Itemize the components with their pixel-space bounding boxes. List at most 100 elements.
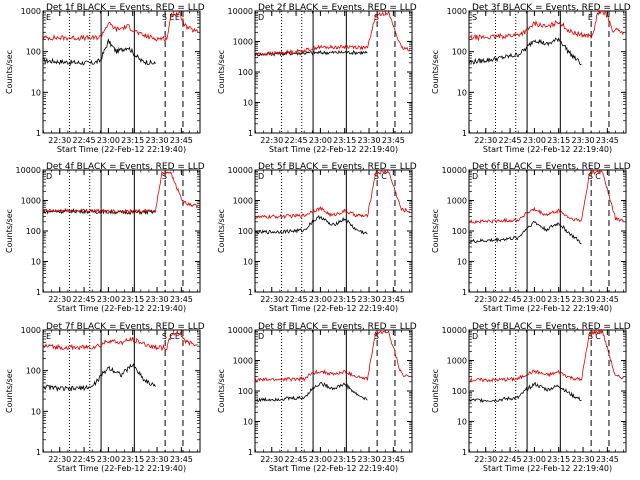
lld-series-line: [43, 329, 198, 352]
y-tick-label: 10000: [442, 166, 467, 175]
x-axis-label: Start Time (22-Feb-12 22:19:40): [269, 464, 398, 473]
annotation-letter: S: [374, 13, 379, 22]
panel-title: Det 6f BLACK = Events, RED = LLD: [472, 162, 631, 172]
plot-frame: [468, 10, 627, 134]
y-tick-label: 1: [248, 129, 253, 138]
y-tick-label: 10: [31, 88, 41, 97]
y-tick-label: 100: [238, 387, 253, 396]
y-tick-label: 1000: [447, 7, 467, 16]
x-tick-label: 23:30: [572, 136, 595, 145]
annotation-letter: S: [162, 13, 167, 22]
x-tick-label: 23:45: [596, 136, 619, 145]
x-tick-label: 23:45: [382, 136, 405, 145]
x-tick-label: 22:45: [285, 455, 308, 464]
panel-2: Det 2f BLACK = Events, RED = LLD 1 10 100 10…: [217, 3, 417, 154]
x-tick-label: 22:45: [499, 295, 522, 304]
x-tick-label: 23:15: [121, 295, 144, 304]
y-tick-label: 1000: [233, 38, 253, 47]
annotation-letter: S: [162, 172, 167, 181]
x-tick-label: 23:00: [97, 136, 120, 145]
x-axis-label: Start Time (22-Feb-12 22:19:40): [57, 464, 186, 473]
panel-title: Det 4f BLACK = Events, RED = LLD: [46, 162, 205, 172]
x-tick-label: 23:15: [333, 455, 356, 464]
panel-5: Det 5f BLACK = Events, RED = LLD 1 10 100 10…: [217, 162, 417, 313]
y-tick-label: 1000: [233, 197, 253, 206]
y-tick-label: 1: [462, 129, 467, 138]
x-tick-label: 23:15: [547, 136, 570, 145]
annotation-letter: S: [588, 172, 593, 181]
x-tick-label: 22:30: [48, 136, 71, 145]
x-tick-label: 23:00: [309, 295, 332, 304]
y-tick-label: 100: [26, 48, 41, 57]
panel-3: Det 3f BLACK = Events, RED = LLD 1 10 100 10…: [431, 3, 631, 154]
x-tick-label: 23:00: [97, 295, 120, 304]
x-tick-label: 23:30: [146, 295, 169, 304]
y-tick-label: 1000: [447, 357, 467, 366]
x-axis-label: Start Time (22-Feb-12 22:19:40): [269, 304, 398, 313]
events-series-line: [469, 37, 582, 66]
events-series-line: [43, 362, 156, 392]
y-tick-label: 1: [36, 448, 41, 457]
lld-series-line: [469, 9, 624, 42]
y-tick-label: 10: [243, 99, 253, 108]
y-axis-label: Counts/sec: [431, 50, 440, 94]
x-tick-label: 23:00: [97, 455, 120, 464]
lld-series-line: [469, 328, 624, 383]
plot-frame: [254, 329, 413, 453]
panel-4: Det 4f BLACK = Events, RED = LLD 1 10 100 10…: [5, 162, 205, 313]
y-tick-label: 1000: [21, 326, 41, 335]
plot-frame: [468, 169, 627, 293]
y-tick-label: 10000: [228, 166, 253, 175]
lld-series-line: [43, 170, 198, 214]
x-tick-label: 23:00: [309, 136, 332, 145]
x-tick-label: 23:45: [596, 295, 619, 304]
plot-frame: [254, 10, 413, 134]
lld-series-line: [255, 9, 410, 57]
x-tick-label: 22:30: [474, 136, 497, 145]
y-axis-label: Counts/sec: [431, 369, 440, 413]
annotation-letter: D: [472, 172, 478, 181]
y-tick-label: 10: [31, 407, 41, 416]
y-tick-label: 10: [457, 418, 467, 427]
x-tick-label: 22:45: [73, 295, 96, 304]
events-series-line: [469, 382, 582, 404]
x-tick-label: 23:45: [382, 455, 405, 464]
annotation-letter: C: [169, 332, 175, 341]
y-tick-label: 100: [452, 227, 467, 236]
x-tick-label: 23:15: [547, 295, 570, 304]
x-axis-label: Start Time (22-Feb-12 22:19:40): [483, 304, 612, 313]
lld-series-line: [255, 329, 410, 383]
x-tick-label: 23:15: [121, 136, 144, 145]
y-tick-label: 1: [36, 129, 41, 138]
x-tick-label: 22:45: [73, 136, 96, 145]
y-axis-label: Counts/sec: [431, 209, 440, 253]
panel-title: Det 2f BLACK = Events, RED = LLD: [258, 3, 417, 13]
panel-title: Det 3f BLACK = Events, RED = LLD: [472, 3, 631, 13]
plot-frame: [42, 10, 201, 134]
x-tick-label: 23:45: [170, 295, 193, 304]
x-tick-label: 22:30: [260, 136, 283, 145]
panel-title: Det 8f BLACK = Events, RED = LLD: [258, 322, 417, 332]
annotation-letter: C: [381, 172, 387, 181]
plot-frame: [254, 169, 413, 293]
annotation-letter: S: [588, 332, 593, 341]
lld-series-line: [255, 169, 410, 220]
y-tick-label: 10: [31, 258, 41, 267]
x-tick-label: 23:30: [146, 136, 169, 145]
x-tick-label: 22:45: [285, 295, 308, 304]
annotation-letter: D: [258, 172, 264, 181]
y-tick-label: 10: [243, 418, 253, 427]
x-tick-label: 22:45: [499, 136, 522, 145]
events-series-line: [255, 214, 368, 235]
y-tick-label: 100: [238, 68, 253, 77]
y-tick-label: 1: [462, 448, 467, 457]
events-series-line: [255, 49, 368, 57]
y-tick-label: 10000: [16, 166, 41, 175]
x-tick-label: 23:45: [596, 455, 619, 464]
x-tick-label: 23:15: [333, 136, 356, 145]
y-axis-label: Counts/sec: [217, 369, 226, 413]
x-tick-label: 23:30: [572, 295, 595, 304]
x-tick-label: 22:30: [48, 455, 71, 464]
x-tick-label: 22:45: [285, 136, 308, 145]
y-tick-label: 10: [457, 258, 467, 267]
